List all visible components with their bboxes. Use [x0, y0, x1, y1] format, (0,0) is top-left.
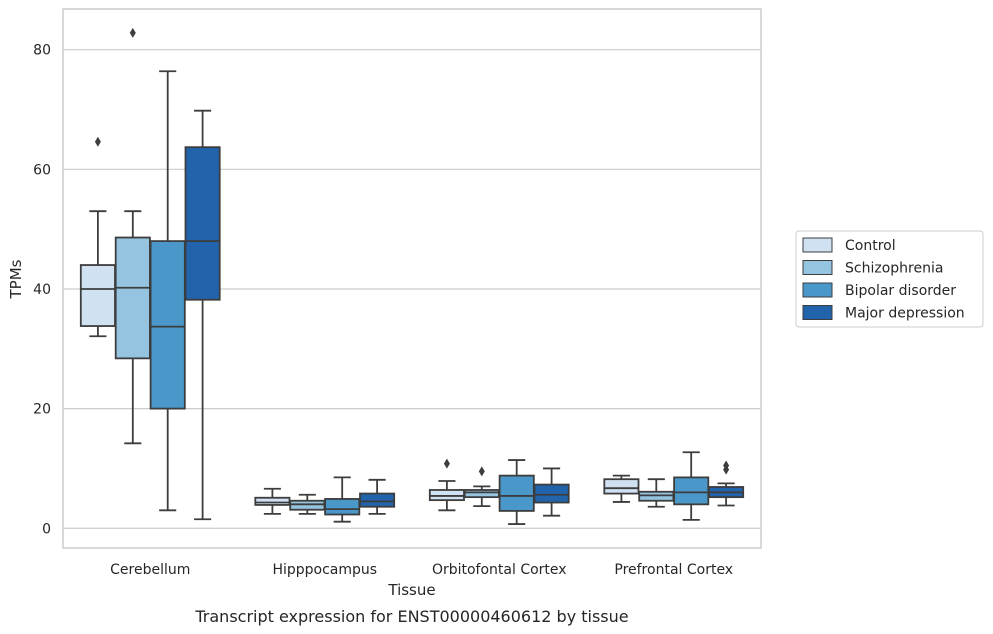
box-group: [463, 466, 500, 508]
series-major-depression: [184, 109, 745, 521]
box-iqr: [498, 474, 535, 512]
box-iqr: [149, 240, 186, 410]
legend-label: Bipolar disorder: [845, 283, 956, 299]
box-group: [149, 70, 186, 512]
y-tick-labels: 0 20 40 60 80: [33, 43, 51, 538]
legend-item: Bipolar disorder: [802, 282, 956, 299]
outlier-point: [723, 460, 730, 471]
box-iqr: [324, 498, 361, 516]
legend-frame: [795, 230, 984, 328]
box-iqr: [673, 476, 710, 506]
box-group: [114, 27, 151, 445]
box-series: [79, 27, 745, 525]
box-group: [254, 487, 291, 515]
y-tick-label: 80: [33, 43, 51, 59]
box-group: [79, 136, 116, 338]
x-tick-label: Orbitofontal Cortex: [432, 562, 567, 578]
y-tick-label: 60: [33, 162, 51, 178]
box-group: [359, 478, 396, 515]
x-tick-label: Hipppocampus: [272, 562, 377, 578]
box-group: [184, 109, 221, 521]
box-group: [324, 476, 361, 523]
outlier-point: [94, 136, 101, 147]
y-axis-label: TPMs: [7, 259, 25, 299]
legend: Control Schizophrenia Bipolar disorder Majo…: [795, 230, 984, 328]
x-axis-label: Tissue: [387, 581, 435, 599]
y-tick-label: 20: [33, 402, 51, 418]
box-group: [428, 458, 465, 512]
legend-swatch: [802, 237, 833, 253]
plot-frame: [62, 8, 762, 549]
outlier-point: [478, 466, 485, 477]
legend-item: Major depression: [802, 305, 965, 322]
box-group: [673, 451, 710, 521]
box-iqr: [603, 478, 640, 495]
legend-swatch: [802, 282, 833, 298]
box-iqr: [79, 264, 116, 327]
x-tick-label: Prefrontal Cortex: [614, 562, 733, 578]
outlier-point: [443, 458, 450, 469]
legend-label: Schizophrenia: [845, 261, 943, 277]
chart-caption: Transcript expression for ENST0000046061…: [194, 607, 628, 626]
box-group: [603, 474, 640, 503]
x-tick-labels: Cerebellum Hipppocampus Orbitofontal Corte…: [110, 562, 733, 578]
series-bipolar-disorder: [149, 70, 710, 525]
box-group: [533, 467, 570, 517]
box-group: [708, 460, 745, 507]
box-iqr: [359, 492, 396, 508]
box-group: [638, 478, 675, 508]
y-tick-label: 0: [42, 521, 51, 537]
outlier-point: [129, 27, 136, 38]
legend-item: Control: [802, 237, 896, 254]
box-group: [498, 459, 535, 525]
box-iqr: [114, 236, 151, 360]
box-iqr: [533, 483, 570, 504]
legend-label: Control: [845, 238, 896, 254]
box-iqr: [254, 496, 291, 506]
series-schizophrenia: [114, 27, 675, 515]
legend-swatch: [802, 305, 833, 320]
y-tick-label: 40: [33, 282, 51, 298]
legend-swatch: [802, 260, 833, 275]
box-group: [289, 493, 326, 515]
legend-item: Schizophrenia: [802, 260, 943, 277]
x-tick-label: Cerebellum: [110, 562, 190, 578]
box-iqr: [463, 489, 500, 499]
legend-label: Major depression: [845, 306, 965, 322]
legend-items: Control Schizophrenia Bipolar disorder Majo…: [802, 237, 965, 322]
box-iqr: [184, 146, 221, 301]
